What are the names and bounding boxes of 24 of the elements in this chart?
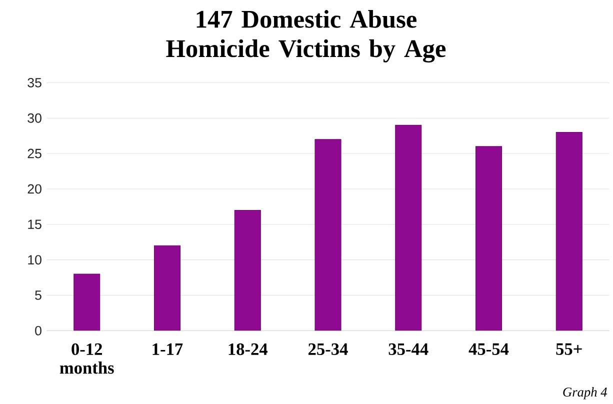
- y-tick-label: 5: [35, 290, 42, 300]
- y-tick-label: 25: [28, 148, 42, 158]
- x-tick-label: 55+: [556, 343, 582, 355]
- x-tick-label: 18-24: [228, 343, 268, 356]
- x-tick-label: 45-54: [468, 343, 509, 355]
- bar: [154, 245, 181, 331]
- bar: [74, 274, 100, 331]
- bar: [395, 124, 422, 331]
- y-tick-label: 35: [28, 78, 42, 88]
- y-tick-label: 0: [35, 326, 42, 336]
- bar: [314, 139, 342, 331]
- y-tick-label: 15: [28, 220, 42, 230]
- y-tick-label: 30: [28, 113, 42, 123]
- bar: [475, 146, 502, 331]
- x-tick-label: 0-12 months: [60, 343, 114, 374]
- chart-title: 147 Domestic Abuse Homicide Victims by Age: [166, 10, 446, 63]
- x-tick-label: 35-44: [388, 343, 428, 356]
- bar: [234, 210, 261, 331]
- y-tick-label: 20: [28, 184, 42, 194]
- caption: Graph 4: [563, 387, 608, 400]
- x-tick-label: 25-34: [308, 343, 348, 356]
- y-tick-label: 10: [28, 255, 42, 265]
- x-tick-label: 1-17: [152, 343, 183, 355]
- bar: [556, 132, 582, 331]
